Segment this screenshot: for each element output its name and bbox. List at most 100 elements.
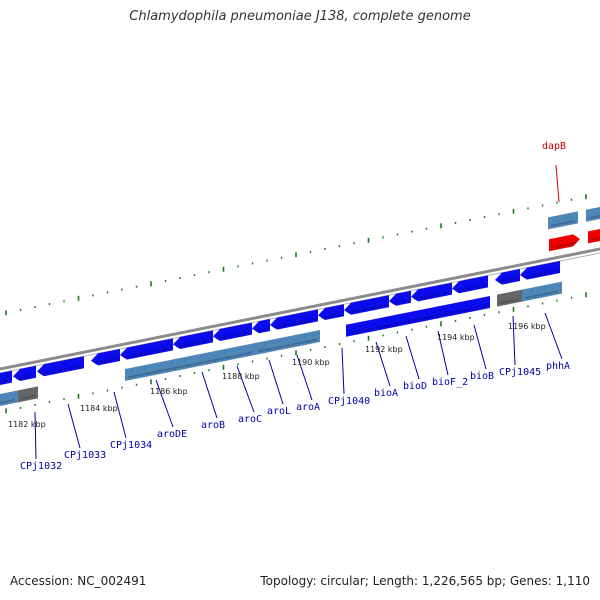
gene-label-bioB[interactable]: bioB [470, 371, 494, 382]
forward-gene-3[interactable] [37, 356, 84, 377]
kbp-label: 1190 kbp [292, 358, 330, 367]
kbp-labels: 1182 kbp 1184 kbp 1186 kbp 1188 kbp 1190 kbp… [8, 322, 546, 429]
forward-gene-12-shade [391, 299, 409, 305]
kbp-label: 1192 kbp [365, 345, 403, 354]
leader-line [268, 359, 284, 405]
track2-reverse-gene-1[interactable] [548, 211, 578, 230]
reverse-gene-3[interactable] [255, 330, 320, 355]
genome-summary-text: Topology: circular; Length: 1,226,565 bp… [260, 574, 590, 588]
leader-line [437, 330, 449, 376]
forward-gene-15[interactable] [495, 269, 520, 285]
leader-line [512, 315, 516, 366]
forward-gene-13-shade [413, 291, 450, 301]
forward-gene-8[interactable] [252, 319, 270, 334]
dapB-gene[interactable] [549, 234, 580, 252]
gene-features[interactable] [0, 205, 600, 408]
forward-gene-16-shade [522, 269, 558, 279]
leader-line [375, 341, 391, 387]
forward-lower-gene[interactable] [346, 296, 490, 337]
gene-label-CPj1040[interactable]: CPj1040 [328, 396, 370, 407]
dapB-gene-shade [551, 241, 578, 249]
reverse-gene-1-shade [0, 399, 16, 405]
label-leader-lines [34, 164, 563, 460]
gene-label-CPj1032[interactable]: CPj1032 [20, 461, 62, 472]
backbone-line [0, 247, 600, 371]
kbp-label: 1196 kbp [508, 322, 546, 331]
gene-label-aroA[interactable]: aroA [296, 402, 320, 413]
reverse-gene-3-shade [257, 338, 318, 353]
forward-gene-8-shade [254, 327, 268, 332]
gene-label-aroL[interactable]: aroL [267, 406, 291, 417]
reverse-gene-4[interactable] [522, 281, 562, 302]
forward-gene-4-shade [93, 357, 118, 365]
forward-lower-gene-shade [348, 304, 488, 335]
gene-label-bioF_2[interactable]: bioF_2 [432, 377, 468, 388]
gray-gene-2-shade [499, 298, 520, 304]
gene-label-aroC[interactable]: aroC [238, 414, 262, 425]
forward-gene-12[interactable] [389, 290, 411, 306]
forward-gene-10[interactable] [318, 304, 344, 320]
forward-gene-4[interactable] [91, 349, 120, 366]
forward-gene-1-shade [0, 379, 10, 384]
reverse-gene-2[interactable] [125, 343, 255, 381]
forward-gene-5-shade [122, 347, 171, 359]
gray-gene-1[interactable] [18, 386, 38, 403]
gene-label-CPj1045[interactable]: CPj1045 [499, 367, 541, 378]
forward-gene-1[interactable] [0, 370, 12, 387]
track2-reverse-gene-2[interactable] [586, 205, 600, 222]
forward-gene-9-shade [272, 318, 316, 329]
leader-line [296, 354, 313, 401]
forward-gene-7-shade [215, 331, 250, 340]
forward-gene-6-shade [175, 339, 211, 348]
track2-reverse-gene-2-shade [588, 214, 600, 220]
leader-line [67, 403, 81, 449]
forward-gene-7[interactable] [213, 322, 252, 341]
leader-line [155, 379, 174, 428]
accession-text: Accession: NC_002491 [10, 574, 147, 588]
forward-gene-11[interactable] [344, 295, 389, 315]
gene-label-aroB[interactable]: aroB [201, 420, 225, 431]
leader-line [236, 365, 255, 413]
forward-gene-2-shade [15, 374, 34, 380]
kbp-label: 1184 kbp [80, 404, 118, 413]
forward-gene-10-shade [320, 312, 342, 319]
gene-label-phhA[interactable]: phhA [546, 361, 570, 372]
leader-line [473, 324, 487, 370]
reverse-gene-4-shade [524, 290, 560, 299]
forward-gene-5[interactable] [120, 338, 173, 360]
forward-gene-13[interactable] [411, 282, 452, 302]
kbp-label: 1182 kbp [8, 420, 46, 429]
forward-gene-14[interactable] [452, 275, 488, 294]
leader-line [341, 347, 345, 395]
kbp-label: 1194 kbp [437, 333, 475, 342]
gene-label-CPj1034[interactable]: CPj1034 [110, 440, 152, 451]
gene-label-bioD[interactable]: bioD [403, 381, 427, 392]
gene-label-dapB[interactable]: dapB [542, 141, 566, 152]
forward-gene-3-shade [39, 364, 82, 375]
leader-line [201, 371, 218, 419]
kbp-label: 1188 kbp [222, 372, 260, 381]
leader-line [113, 391, 127, 439]
leader-line [544, 312, 563, 360]
gene-label-CPj1033[interactable]: CPj1033 [64, 450, 106, 461]
gray-gene-2[interactable] [497, 289, 522, 307]
gene-label-bioA[interactable]: bioA [374, 388, 398, 399]
forward-gene-6[interactable] [173, 330, 213, 349]
forward-gene-9[interactable] [270, 309, 318, 330]
genome-backbones [0, 247, 600, 374]
dapB-leader-line [555, 164, 560, 203]
gene-label-aroDE[interactable]: aroDE [157, 429, 187, 440]
leader-line [405, 335, 420, 380]
reverse-gene-1[interactable] [0, 390, 18, 407]
forward-gene-15-shade [497, 277, 518, 284]
forward-gene-16[interactable] [520, 261, 560, 280]
gray-gene-1-shade [20, 395, 36, 400]
forward-gene-11-shade [346, 303, 387, 314]
reverse-gene-2-shade [127, 351, 253, 379]
leader-line [34, 411, 37, 460]
forward-gene-2[interactable] [13, 365, 36, 381]
kbp-label: 1186 kbp [150, 387, 188, 396]
track2-red-gene-2[interactable] [588, 227, 600, 244]
